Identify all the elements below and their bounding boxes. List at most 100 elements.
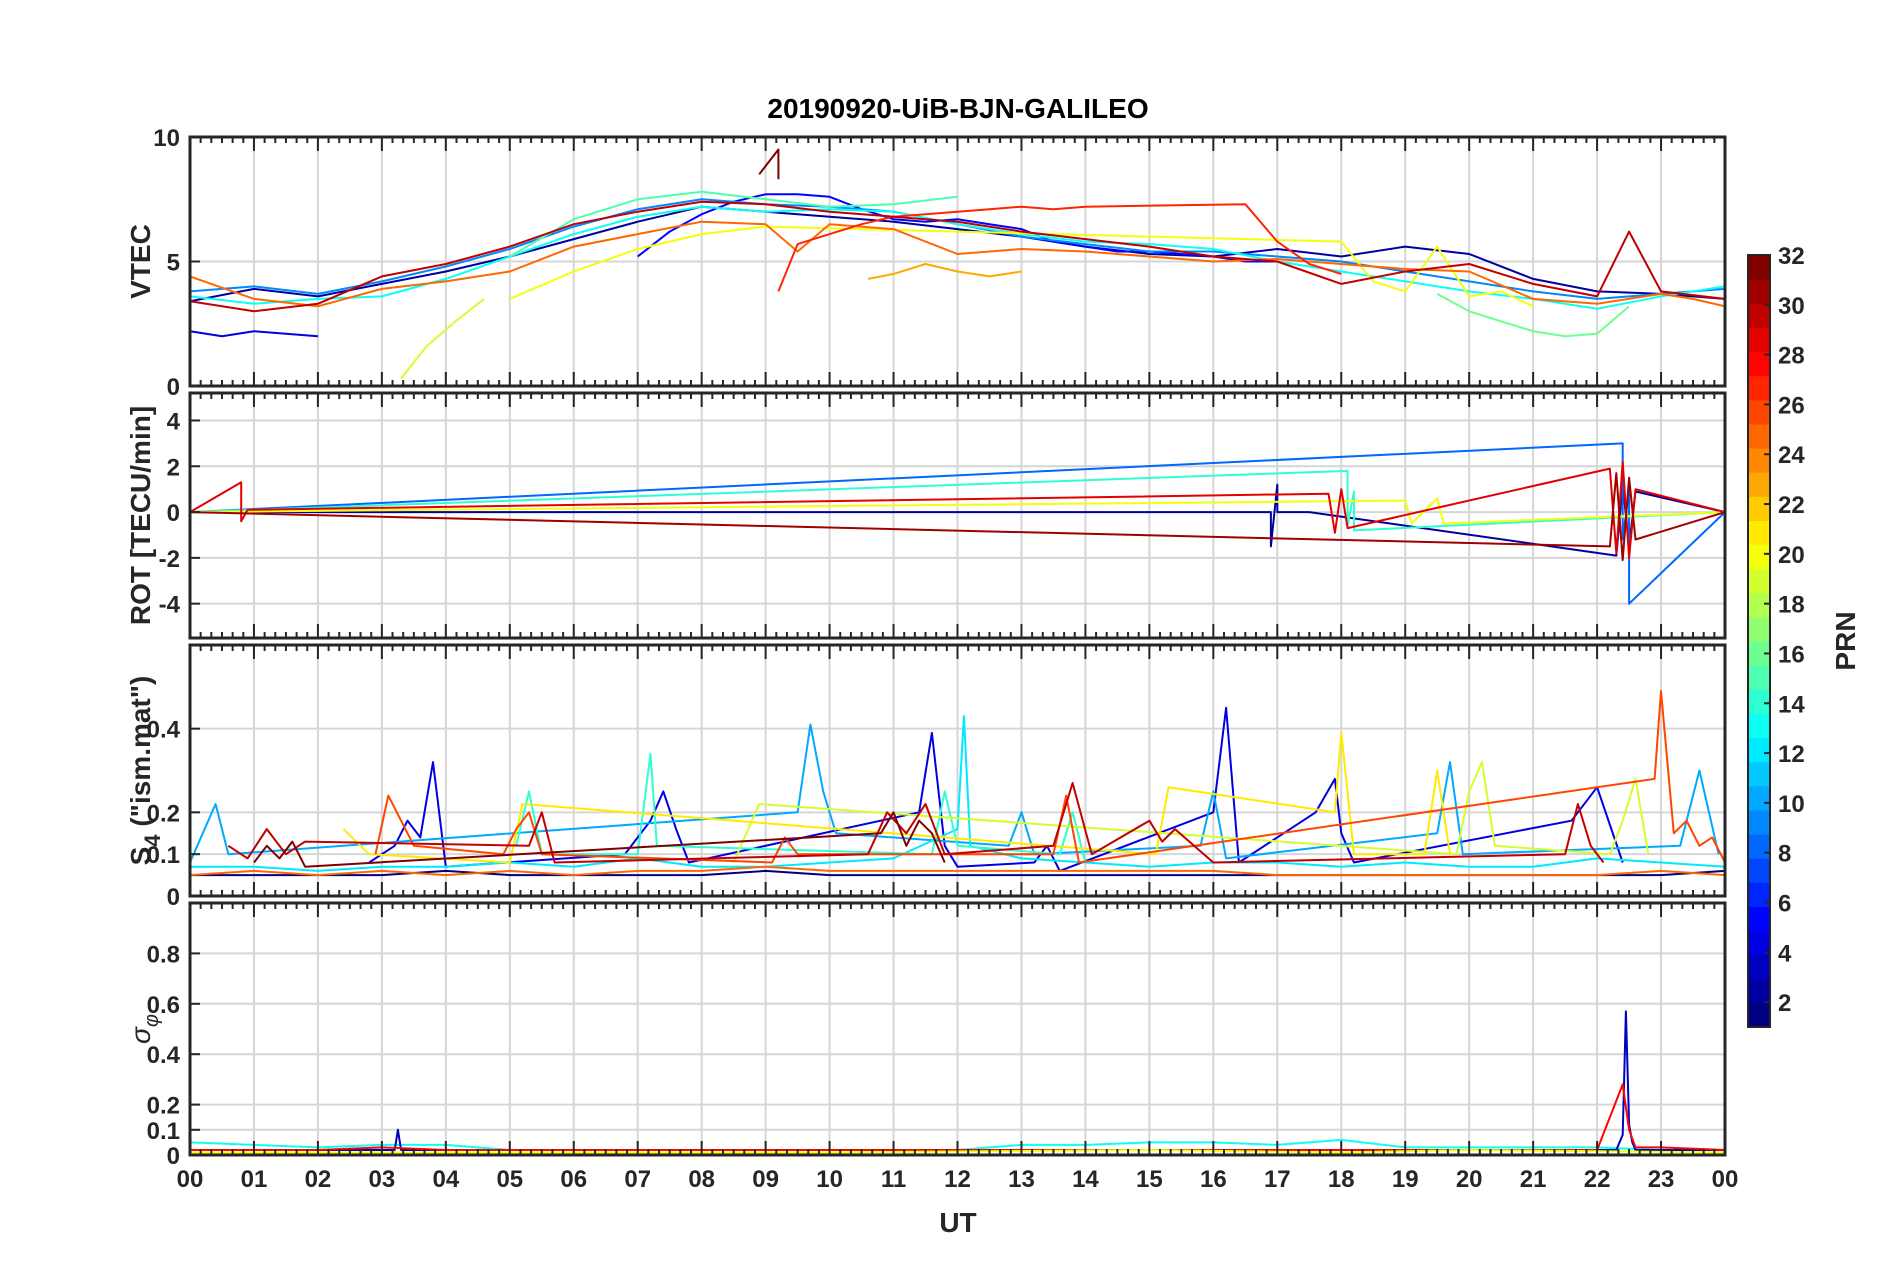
series-prn-10: [190, 723, 1720, 863]
x-tick-label: 19: [1392, 1166, 1419, 1193]
series-prn-19: [732, 761, 1650, 863]
colorbar-tick-label: 22: [1778, 492, 1805, 519]
y-tick-label: 0.8: [147, 941, 180, 968]
x-tick-label: 23: [1648, 1166, 1675, 1193]
colorbar-tick-label: 8: [1778, 841, 1791, 868]
colorbar-segment-18: [1748, 592, 1770, 618]
x-tick-label: 22: [1584, 1166, 1611, 1193]
x-tick-label: 04: [432, 1166, 459, 1193]
colorbar-label: PRN: [1830, 611, 1861, 670]
x-tick-label: 17: [1264, 1166, 1291, 1193]
series-prn-23: [867, 263, 1022, 280]
x-tick-label: 10: [816, 1166, 843, 1193]
colorbar-segment-12: [1748, 737, 1770, 763]
series-prn-27: [777, 203, 1342, 292]
colorbar-segment-32: [1748, 255, 1770, 280]
y-tick-label: -4: [159, 592, 181, 619]
series-prn-25: [190, 865, 1725, 877]
chart-title: 20190920-UiB-BJN-GALILEO: [767, 93, 1148, 124]
x-tick-label: 21: [1520, 1166, 1547, 1193]
series-prn-5: [637, 193, 1278, 263]
x-tick-label: 12: [944, 1166, 971, 1193]
series-prn-25: [190, 220, 1725, 308]
y-tick-label: 0: [167, 500, 180, 527]
colorbar-segment-7: [1748, 858, 1770, 883]
colorbar-segment-13: [1748, 713, 1770, 739]
colorbar-segment-14: [1748, 689, 1770, 714]
x-tick-label: 20: [1456, 1166, 1483, 1193]
colorbar-segment-6: [1748, 882, 1770, 907]
x-tick-label: 15: [1136, 1166, 1163, 1193]
series-prn-16: [1436, 293, 1630, 338]
panel-vtec: 0 5 10 VTEC: [125, 125, 1727, 401]
y-axis-label: VTEC: [125, 224, 156, 299]
colorbar-segment-17: [1748, 616, 1770, 642]
colorbar-segment-31: [1748, 279, 1770, 304]
y-tick-label: -2: [159, 546, 180, 573]
colorbar-tick-label: 14: [1778, 691, 1805, 718]
series-prn-30: [190, 200, 1725, 313]
panel-series: [190, 148, 1725, 380]
y-tick-label: 0: [167, 1143, 180, 1170]
y-tick-label: 0.4: [147, 717, 181, 744]
colorbar-segment-15: [1748, 665, 1770, 690]
colorbar-segment-26: [1748, 399, 1770, 425]
colorbar-tick-label: 12: [1778, 741, 1805, 768]
colorbar-segment-30: [1748, 303, 1770, 328]
y-tick-label: 0.6: [147, 992, 180, 1019]
panel-s4: 0 0.1 0.2 0.4S4 ("ism.mat"): [125, 643, 1727, 911]
colorbar-segment-29: [1748, 327, 1770, 353]
x-tick-label: 06: [560, 1166, 587, 1193]
series-prn-19: [400, 298, 485, 380]
colorbar-tick-label: 20: [1778, 542, 1805, 569]
y-tick-label: 10: [153, 125, 180, 152]
panel-rot: -4 -2 0 2 4 ROT [TECU/min]: [125, 391, 1727, 640]
colorbar-segment-21: [1748, 520, 1770, 546]
panel-series: [190, 690, 1725, 877]
x-axis-label: UT: [939, 1207, 976, 1238]
series-prn-26: [374, 690, 1725, 864]
y-tick-label: 0: [167, 374, 180, 401]
x-tick-label: 02: [305, 1166, 332, 1193]
x-tick-label: 16: [1200, 1166, 1227, 1193]
series-prn-21: [342, 731, 1451, 864]
colorbar-tick-label: 16: [1778, 641, 1805, 668]
colorbar-tick-label: 28: [1778, 343, 1805, 370]
colorbar-segment-25: [1748, 423, 1770, 449]
colorbar-frame: [1747, 254, 1771, 1028]
x-tick-label: 03: [369, 1166, 396, 1193]
series-prn-32: [758, 148, 780, 180]
series-prn-20: [509, 225, 1534, 308]
colorbar-segment-8: [1748, 834, 1770, 859]
colorbar-tick-label: 24: [1778, 442, 1805, 469]
colorbar-segment-28: [1748, 351, 1770, 377]
y-tick-label: 0.2: [147, 800, 180, 827]
series-prn-3: [190, 1010, 1725, 1151]
x-tick-label: 18: [1328, 1166, 1355, 1193]
y-tick-label: 5: [167, 250, 180, 277]
y-tick-label: 0.2: [147, 1093, 180, 1120]
panel-series: [190, 442, 1725, 605]
y-axis-label: ROT [TECU/min]: [125, 406, 156, 625]
colorbar-segment-3: [1748, 954, 1770, 980]
x-tick-label: 13: [1008, 1166, 1035, 1193]
y-tick-label: 0.1: [147, 842, 180, 869]
colorbar-segment-16: [1748, 641, 1770, 666]
colorbar-tick-label: 32: [1778, 243, 1805, 270]
series-prn-30: [227, 782, 1605, 864]
series-prn-32: [253, 811, 946, 868]
colorbar-segment-19: [1748, 568, 1770, 594]
colorbar-tick-label: 2: [1778, 990, 1791, 1017]
colorbar-segment-5: [1748, 906, 1770, 932]
series-prn-12: [190, 715, 1725, 872]
series-prn-4: [190, 330, 318, 338]
y-axis-label: S4 ("ism.mat"): [125, 676, 165, 866]
series-prn-4: [368, 706, 1624, 872]
y-tick-label: 2: [167, 454, 180, 481]
y-tick-label: 0.4: [147, 1042, 181, 1069]
x-tick-label: 14: [1072, 1166, 1099, 1193]
colorbar-segment-10: [1748, 785, 1770, 811]
series-prn-31: [190, 472, 1725, 562]
